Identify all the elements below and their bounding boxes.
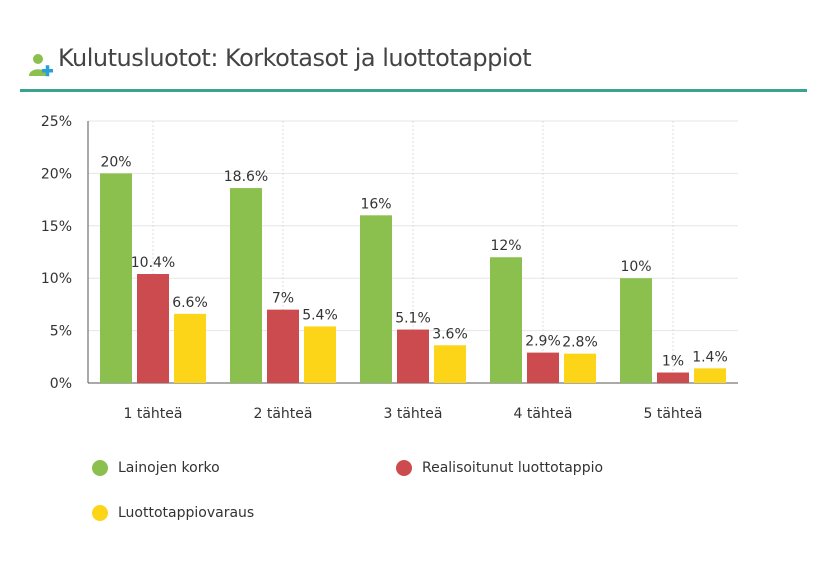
data-label: 2.9% [525,334,561,350]
bar [100,173,132,383]
bar [564,353,596,383]
bar [694,368,726,383]
data-label: 18.6% [224,169,268,185]
data-label: 2.8% [562,335,598,351]
data-label: 7% [272,291,294,307]
y-tick-label: 5% [50,324,72,340]
x-tick-label: 4 tähteä [514,406,573,422]
data-label: 12% [490,238,521,254]
data-label: 20% [100,154,131,170]
legend-marker [92,505,108,521]
data-label: 5.1% [395,311,431,327]
user-plus-icon [29,54,53,77]
data-label: 1.4% [692,349,728,365]
legend-item[interactable]: Realisoitunut luottotappio [396,460,603,476]
legend-label: Realisoitunut luottotappio [422,460,604,476]
data-label: 10% [620,259,651,275]
data-label: 10.4% [131,255,175,271]
x-tick-label: 2 tähteä [254,406,313,422]
page-title: Kulutusluotot: Korkotasot ja luottotappi… [58,44,532,72]
x-tick-label: 3 tähteä [384,406,443,422]
legend-marker [396,460,412,476]
bar [137,274,169,383]
bar [230,188,262,383]
data-label: 3.6% [432,326,468,342]
data-label: 6.6% [172,295,208,311]
bar [397,329,429,383]
bar [434,345,466,383]
x-tick-label: 1 tähteä [124,406,183,422]
y-tick-label: 0% [50,376,72,392]
bar [657,372,689,383]
bar [304,326,336,383]
y-tick-label: 20% [41,166,72,182]
bar [360,215,392,383]
title-divider [20,89,807,92]
x-tick-label: 5 tähteä [644,406,703,422]
y-tick-label: 25% [41,114,72,130]
chart-header: Kulutusluotot: Korkotasot ja luottotappi… [22,42,807,92]
y-tick-label: 10% [41,271,72,287]
bar [267,309,299,383]
data-label: 5.4% [302,307,338,323]
legend-item[interactable]: Lainojen korko [92,460,220,476]
data-label: 1% [662,354,684,370]
bar [620,278,652,383]
legend-marker [92,460,108,476]
y-tick-label: 15% [41,219,72,235]
bar [527,352,559,383]
legend-item[interactable]: Luottotappiovaraus [92,505,254,521]
data-label: 16% [360,196,391,212]
legend-label: Luottotappiovaraus [118,505,255,521]
legend-label: Lainojen korko [118,460,220,476]
bar [490,257,522,383]
bar [174,313,206,383]
